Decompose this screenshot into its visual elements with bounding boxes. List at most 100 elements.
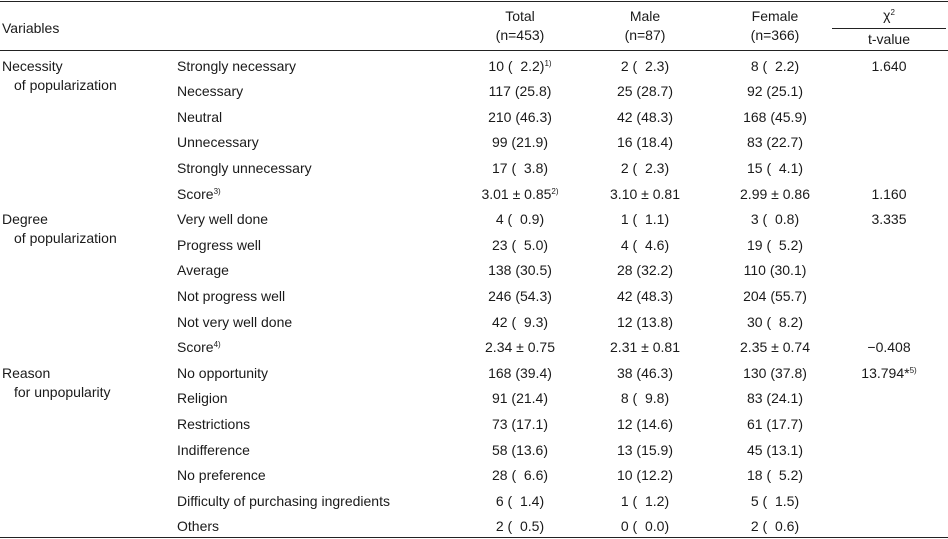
row-female-cell: 3 ( 0.8) — [723, 210, 827, 228]
row-female-cell: 8 ( 2.2) — [723, 57, 827, 75]
row-female-value: 83 (22.7) — [746, 134, 804, 151]
row-stat-value: 3.335 — [871, 211, 907, 228]
row-label: Score4) — [177, 338, 221, 356]
header-t-value: t-value — [867, 31, 911, 47]
row-label-text: Strongly unnecessary — [177, 159, 312, 176]
row-male-cell: 42 (48.3) — [593, 108, 697, 126]
row-female-value: 5 ( 1.5) — [750, 492, 800, 509]
row-stat-value: 1.160 — [871, 185, 907, 202]
row-stat-value: 1.640 — [871, 57, 907, 74]
row-label-text: Very well done — [177, 211, 269, 228]
row-female-cell: 2 ( 0.6) — [723, 517, 827, 535]
row-total-cell: 17 ( 3.8) — [458, 159, 582, 177]
row-female-cell: 2.99 ± 0.86 — [723, 185, 827, 203]
row-total-cell: 91 (21.4) — [458, 389, 582, 407]
row-stat-cell: 3.335 — [834, 210, 944, 228]
row-total-value: 168 (39.4) — [488, 364, 552, 381]
row-female-cell: 204 (55.7) — [723, 287, 827, 305]
row-male-value: 42 (48.3) — [616, 108, 674, 125]
section-title-line1: Reason — [2, 364, 51, 381]
row-total-cell: 2 ( 0.5) — [458, 517, 582, 535]
header-variables: Variables — [2, 20, 60, 36]
row-male-cell: 1 ( 1.1) — [593, 210, 697, 228]
row-total-value: 42 ( 9.3) — [491, 313, 549, 330]
row-label-text: Strongly necessary — [177, 57, 297, 74]
header-total-label: Total — [505, 8, 535, 24]
row-label: Difficulty of purchasing ingredients — [177, 492, 390, 510]
row-label: Score3) — [177, 185, 221, 203]
row-total-value: 6 ( 1.4) — [495, 492, 545, 509]
row-male-cell: 16 (18.4) — [593, 133, 697, 151]
row-male-cell: 13 (15.9) — [593, 441, 697, 459]
row-total-value: 117 (25.8) — [488, 83, 552, 100]
row-total-value: 91 (21.4) — [491, 390, 549, 407]
row-male-cell: 28 (32.2) — [593, 261, 697, 279]
row-male-value: 12 (14.6) — [616, 415, 674, 432]
row-total-value: 210 (46.3) — [488, 108, 552, 125]
row-total-value: 4 ( 0.9) — [495, 211, 545, 228]
header-bottom-rule — [0, 50, 948, 51]
section-title-line1: Degree — [2, 211, 48, 228]
section-title-line2: of popularization — [14, 230, 117, 247]
row-total-cell: 138 (30.5) — [458, 261, 582, 279]
row-stat-value: 13.794* — [861, 364, 910, 381]
row-female-value: 18 ( 5.2) — [746, 467, 804, 484]
row-label: Strongly necessary — [177, 57, 296, 75]
row-female-value: 2.99 ± 0.86 — [740, 185, 810, 202]
row-total-cell: 246 (54.3) — [458, 287, 582, 305]
row-male-value: 2 ( 2.3) — [620, 159, 670, 176]
row-male-cell: 4 ( 4.6) — [593, 236, 697, 254]
top-rule — [0, 1, 948, 2]
row-total-footnote: 1) — [544, 58, 552, 68]
row-female-cell: 110 (30.1) — [723, 261, 827, 279]
row-stat-value: −0.408 — [867, 339, 911, 356]
section-title-line2: of popularization — [14, 76, 117, 93]
stat-divider-rule — [832, 28, 946, 29]
row-label: Religion — [177, 389, 228, 407]
row-male-value: 12 (13.8) — [616, 313, 674, 330]
row-total-cell: 99 (21.9) — [458, 133, 582, 151]
row-female-value: 204 (55.7) — [743, 287, 807, 304]
row-label: Average — [177, 261, 229, 279]
row-male-value: 10 (12.2) — [616, 467, 674, 484]
row-label-text: Progress well — [177, 236, 262, 253]
row-label-footnote: 3) — [213, 186, 221, 196]
row-male-value: 8 ( 9.8) — [620, 390, 670, 407]
row-female-cell: 83 (24.1) — [723, 389, 827, 407]
row-female-value: 130 (37.8) — [743, 364, 807, 381]
row-total-value: 28 ( 6.6) — [491, 467, 549, 484]
row-total-cell: 42 ( 9.3) — [458, 313, 582, 331]
row-male-value: 3.10 ± 0.81 — [610, 185, 680, 202]
row-label-text: Neutral — [177, 108, 223, 125]
row-female-value: 2.35 ± 0.74 — [740, 339, 810, 356]
header-male-n: (n=87) — [624, 27, 666, 43]
row-label-text: No preference — [177, 467, 266, 484]
row-female-value: 2 ( 0.6) — [750, 518, 800, 535]
row-male-cell: 2 ( 2.3) — [593, 159, 697, 177]
row-total-value: 99 (21.9) — [491, 134, 549, 151]
header-chi-sup: 2 — [890, 8, 895, 17]
row-male-cell: 2.31 ± 0.81 — [593, 338, 697, 356]
row-female-value: 19 ( 5.2) — [746, 236, 804, 253]
row-label-text: Not progress well — [177, 287, 286, 304]
row-total-value: 58 (13.6) — [491, 441, 549, 458]
row-label: Not progress well — [177, 287, 285, 305]
row-male-value: 0 ( 0.0) — [620, 518, 670, 535]
row-total-cell: 73 (17.1) — [458, 415, 582, 433]
row-male-cell: 38 (46.3) — [593, 364, 697, 382]
header-male-label: Male — [629, 8, 661, 24]
row-male-cell: 8 ( 9.8) — [593, 389, 697, 407]
row-female-value: 15 ( 4.1) — [746, 159, 804, 176]
row-label: Indifference — [177, 441, 250, 459]
row-male-value: 42 (48.3) — [616, 287, 674, 304]
row-male-cell: 1 ( 1.2) — [593, 492, 697, 510]
row-female-cell: 19 ( 5.2) — [723, 236, 827, 254]
row-label-footnote: 4) — [213, 340, 221, 350]
row-female-cell: 45 (13.1) — [723, 441, 827, 459]
row-female-value: 3 ( 0.8) — [750, 211, 800, 228]
row-label: Others — [177, 517, 219, 535]
row-male-value: 2.31 ± 0.81 — [610, 339, 680, 356]
row-label-text: Indifference — [177, 441, 250, 458]
row-female-cell: 92 (25.1) — [723, 82, 827, 100]
row-total-cell: 23 ( 5.0) — [458, 236, 582, 254]
